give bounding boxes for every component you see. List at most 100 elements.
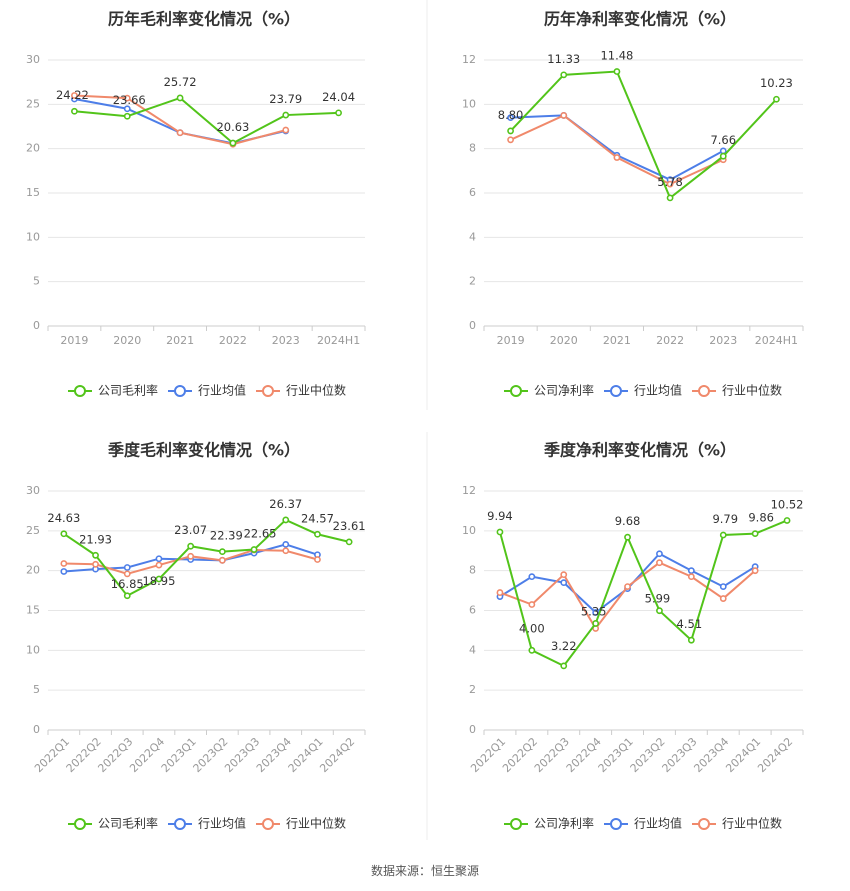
series-line-median xyxy=(510,114,724,186)
x-tick-label: 2024Q2 xyxy=(755,735,795,775)
chart-title: 历年净利率变化情况（%） xyxy=(544,10,736,29)
data-label: 26.37 xyxy=(269,497,302,511)
legend-label: 行业中位数 xyxy=(286,383,346,398)
data-label: 11.33 xyxy=(547,52,580,66)
data-label: 10.23 xyxy=(760,76,793,90)
data-point-company xyxy=(560,71,568,79)
data-point-company xyxy=(155,575,163,583)
legend-item-company: 公司毛利率 xyxy=(68,383,158,398)
data-point-avg xyxy=(123,105,131,113)
legend-label: 公司净利率 xyxy=(534,816,594,831)
y-tick-label: 2 xyxy=(469,683,476,696)
data-label: 5.99 xyxy=(645,592,671,606)
data-label: 5.78 xyxy=(657,175,683,189)
series-line-company xyxy=(498,519,788,668)
y-tick-label: 8 xyxy=(469,564,476,577)
y-tick-label: 25 xyxy=(26,524,40,537)
data-point-company xyxy=(282,516,290,524)
legend-item-median: 行业中位数 xyxy=(692,383,782,398)
data-point-avg xyxy=(123,564,131,571)
x-tick-label: 2021 xyxy=(603,334,631,347)
data-point-company xyxy=(687,636,695,644)
data-label: 22.65 xyxy=(244,527,277,541)
data-point-median xyxy=(496,589,504,596)
x-tick-label: 2020 xyxy=(113,334,141,347)
y-tick-label: 12 xyxy=(462,53,476,66)
data-label: 23.79 xyxy=(269,92,302,106)
data-point-company xyxy=(751,530,759,538)
data-label: 24.63 xyxy=(47,511,80,525)
legend-swatch-marker xyxy=(510,385,522,397)
data-label: 9.94 xyxy=(487,509,513,523)
y-tick-label: 30 xyxy=(26,484,40,497)
data-point-median xyxy=(666,180,674,188)
x-tick-label: 2024H1 xyxy=(755,334,798,347)
legend-swatch-marker xyxy=(174,818,186,830)
y-tick-label: 4 xyxy=(469,230,476,243)
data-point-median xyxy=(624,583,631,590)
y-tick-label: 0 xyxy=(469,723,476,736)
data-label: 9.79 xyxy=(712,512,738,526)
data-point-company xyxy=(176,94,184,102)
y-tick-label: 30 xyxy=(26,53,40,66)
data-point-company xyxy=(560,662,568,670)
y-tick-label: 0 xyxy=(469,319,476,332)
legend-label: 行业中位数 xyxy=(722,383,782,398)
data-point-avg xyxy=(60,568,68,575)
x-tick-label: 2024Q2 xyxy=(317,735,357,775)
data-point-company xyxy=(528,646,536,654)
data-point-avg xyxy=(592,609,600,616)
x-tick-label: 2022 xyxy=(656,334,684,347)
data-label: 16.85 xyxy=(111,577,144,591)
legend-item-median: 行业中位数 xyxy=(692,816,782,831)
data-point-median xyxy=(507,136,514,144)
series-line-median xyxy=(74,94,287,146)
y-tick-label: 0 xyxy=(33,723,40,736)
data-point-median xyxy=(176,129,184,137)
y-tick-label: 5 xyxy=(33,275,40,288)
data-label: 22.39 xyxy=(210,529,243,543)
data-point-company xyxy=(187,542,195,550)
data-point-company xyxy=(345,538,353,546)
legend-swatch-marker xyxy=(74,385,86,397)
data-point-company xyxy=(666,194,674,202)
data-label: 18.95 xyxy=(142,574,175,588)
legend-swatch-marker xyxy=(74,818,86,830)
data-point-avg xyxy=(507,114,514,122)
x-tick-label: 2020 xyxy=(550,334,578,347)
legend-item-avg: 行业均值 xyxy=(168,383,246,398)
legend-label: 公司毛利率 xyxy=(98,383,158,398)
x-tick-label: 2022 xyxy=(219,334,247,347)
data-point-company xyxy=(60,530,68,538)
data-point-median xyxy=(282,126,290,134)
x-tick-label: 2021 xyxy=(166,334,194,347)
chart-1: 历年毛利率变化情况（%） 0 5 10 15 20 25 30 2019 2020 2021 2022… xyxy=(26,10,366,398)
legend-label: 行业均值 xyxy=(634,816,682,831)
y-tick-label: 10 xyxy=(462,524,476,537)
y-tick-label: 25 xyxy=(26,97,40,110)
y-tick-label: 5 xyxy=(33,683,40,696)
data-point-median xyxy=(719,595,727,602)
legend-swatch-marker xyxy=(698,385,710,397)
y-tick-label: 15 xyxy=(26,186,40,199)
x-tick-label: 2019 xyxy=(497,334,525,347)
legend-label: 行业中位数 xyxy=(722,816,782,831)
series-line-company xyxy=(63,518,350,598)
data-point-median xyxy=(656,559,663,567)
chart-2: 历年净利率变化情况（%） 0 2 4 6 8 10 12 2019 2020 2021 2022 202… xyxy=(462,10,804,398)
data-point-company xyxy=(92,551,99,559)
y-tick-label: 10 xyxy=(462,97,476,110)
series-line-company xyxy=(509,70,778,200)
legend-swatch-marker xyxy=(610,818,622,830)
legend-swatch-marker xyxy=(262,385,274,397)
data-label: 21.93 xyxy=(79,532,112,546)
data-label: 24.22 xyxy=(56,88,89,102)
data-point-median xyxy=(123,570,131,578)
data-label: 3.22 xyxy=(551,639,577,653)
legend-label: 行业均值 xyxy=(634,383,682,398)
legend-item-median: 行业中位数 xyxy=(256,816,346,831)
data-point-median xyxy=(71,92,78,99)
legend-label: 公司净利率 xyxy=(534,383,594,398)
legend-swatch-marker xyxy=(174,385,186,397)
